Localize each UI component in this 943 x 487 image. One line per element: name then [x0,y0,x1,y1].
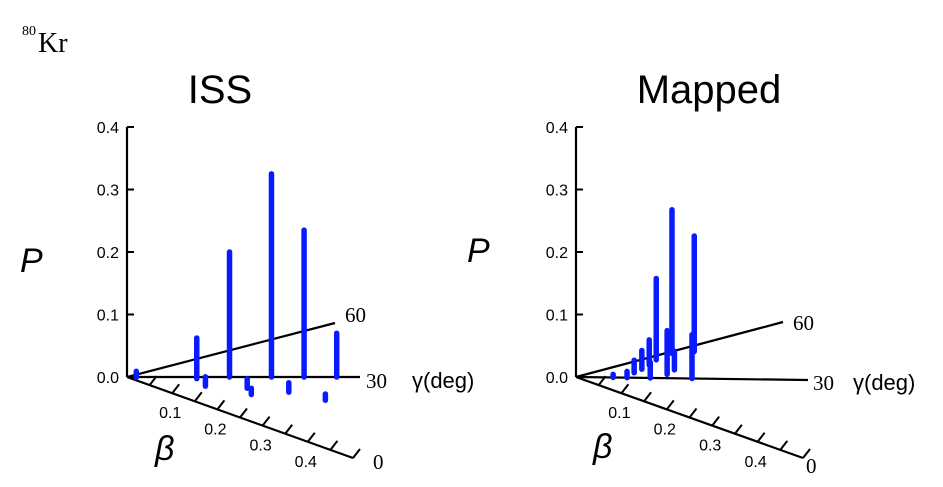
p-tick-label: 0.4 [546,120,568,137]
beta-tick-mark [666,399,675,411]
beta-tick-label: 0.1 [608,405,630,422]
p-tick-label: 0.4 [97,120,119,137]
beta-tick-label: 0.2 [654,421,676,438]
p-tick-label: 0.0 [546,370,568,387]
beta-axis-label: β [592,428,612,466]
probability-bars [133,171,340,403]
p-tick-label: 0.2 [97,245,119,262]
probability-bars [610,206,698,382]
beta-axis-label: β [154,430,174,468]
panel-title: Mapped [637,68,782,112]
beta-tick-mark [171,383,180,394]
beta-tick-mark [643,391,652,402]
beta-tick-mark [239,407,248,419]
p-tick-label: 0.3 [546,183,568,200]
beta-tick-label: 0.3 [699,438,721,455]
beta-tick-mark [216,399,226,411]
beta-tick-label: 0.3 [249,438,271,455]
p-axis-ticks: 0.0 0.1 0.2 0.3 0.4 [546,120,583,387]
p-axis-label: P [20,242,43,280]
p-tick-label: 0.3 [97,183,119,200]
gamma-tick-0: 0 [806,454,817,478]
gamma-tick-60: 60 [793,311,814,335]
beta-tick-mark [261,415,271,427]
beta-tick-label: 0.2 [204,421,226,438]
p-tick-label: 0.0 [97,370,119,387]
p-axis-label: P [467,232,490,270]
nucleus-symbol: Kr [38,28,68,59]
nucleus-label: 80 Kr [22,24,68,59]
p-tick-label: 0.1 [546,308,568,325]
beta-axis-ticks: 0.1 0.2 0.3 0.4 [597,375,811,471]
beta-tick-mark [802,448,811,459]
beta-tick-label: 0.4 [295,454,317,471]
beta-tick-mark [284,424,293,435]
beta-tick-mark [779,440,789,451]
gamma-tick-0: 0 [373,450,384,474]
beta-tick-mark [194,391,203,402]
panel-mapped: Mapped P β γ(deg) 0.0 0.1 0.2 0.3 0.4 0.1 0.2… [467,68,915,478]
gamma-tick-30: 30 [366,369,387,393]
beta-tick-mark [597,375,607,386]
beta-tick-label: 0.1 [159,405,181,422]
gamma-axis-label: γ(deg) [412,368,474,393]
beta-tick-mark [711,415,720,427]
gamma-60-line [575,320,784,379]
beta-tick-label: 0.4 [744,454,766,471]
beta-tick-mark [352,448,361,459]
beta-axis-ticks: 0.1 0.2 0.3 0.4 [148,375,361,471]
beta-tick-mark [688,407,698,419]
gamma-tick-60: 60 [345,303,366,327]
beta-tick-mark [329,440,339,451]
panel-title: ISS [188,68,252,112]
beta-tick-mark [756,432,766,443]
gamma-tick-30: 30 [813,371,834,395]
beta-tick-mark [734,424,743,435]
p-tick-label: 0.2 [546,245,568,262]
nucleus-mass: 80 [22,24,36,39]
p-axis-ticks: 0.0 0.1 0.2 0.3 0.4 [97,120,134,387]
beta-tick-mark [307,432,316,443]
gamma-axis-label: γ(deg) [853,370,915,395]
beta-tick-mark [148,375,158,386]
beta-tick-mark [620,383,630,394]
p-tick-label: 0.1 [97,308,119,325]
panel-iss: ISS P β γ(deg) 0.0 0.1 0.2 0.3 0.4 0.1 0.2 0.3… [20,68,474,474]
